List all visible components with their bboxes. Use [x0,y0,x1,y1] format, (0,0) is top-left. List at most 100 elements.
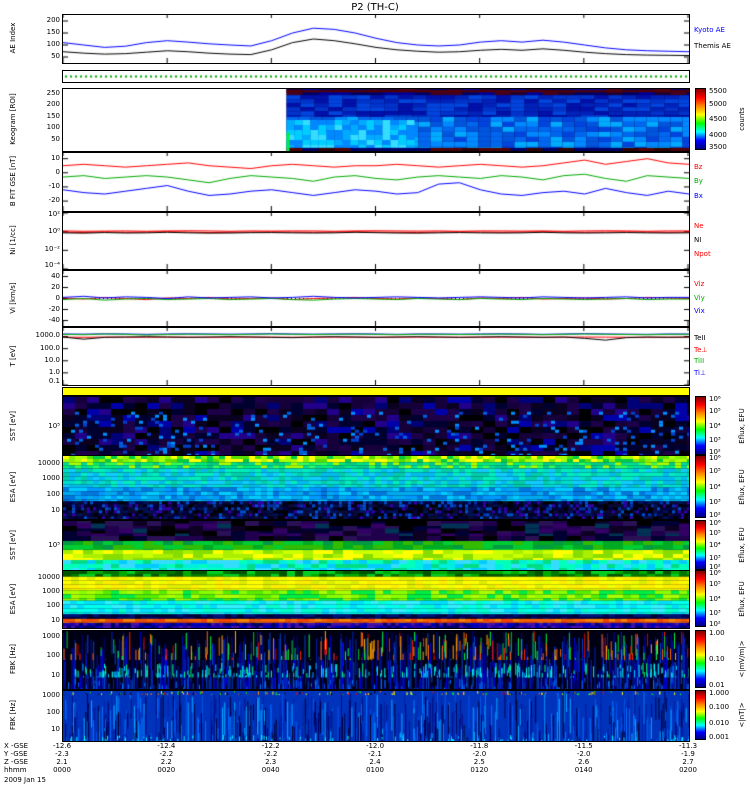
y-tick-label: -10 [48,181,60,190]
colorbar-tick-label: 10⁶ [709,569,721,577]
axis-row-label: Y -GSE [4,750,28,758]
colorbar [695,396,706,455]
colorbar-tick-label: 4000 [709,130,727,139]
y-tick-label: 1000 [42,474,60,483]
y-tick-label: 100 [46,490,60,499]
axis-tick-value: 0020 [157,766,176,774]
legend-label: Ti⊥ [694,368,707,377]
plot-canvas-ni-density [62,212,690,270]
plot-canvas-fbk-scm [62,690,690,742]
axis-tick-value: -2.2 [159,750,174,758]
y-tick-label: 10000 [37,572,60,581]
y-axis-label-fbk-scm: FBK [Hz] [9,699,17,731]
legend-label: Viz [694,279,705,288]
colorbar-tick-label: 10³ [709,608,721,617]
y-axis-label-fbk-eac: FBK [Hz] [9,643,17,675]
y-tick-label: 1000 [42,691,60,699]
y-axis-label-sst-electrons: SST [eV] [9,530,17,560]
legend-label: TiII [694,357,705,366]
axis-row-label: X -GSE [4,742,29,750]
y-tick-label: -40 [48,315,60,324]
axis-tick-value: -1.9 [681,750,695,758]
y-tick-label: 10 [51,724,60,733]
colorbar-tick-label: 10⁴ [709,594,721,603]
axis-tick-value: 2.6 [578,758,590,766]
panel-ni-density: Ni [1/cc] 10² 10⁰ 10⁻² 10⁻⁴ Ne NI Npot [0,210,750,270]
y-tick-label: 10⁵ [48,541,60,549]
axis-tick-value: 0100 [366,766,384,774]
plot-title: P2 (TH-C) [351,2,399,13]
colorbar-tick-label: 1.00 [709,629,725,637]
legend-label: Bz [694,162,703,171]
y-tick-label: 200 [46,100,60,109]
colorbar-tick-label: 10⁵ [709,406,721,415]
y-tick-label: 10² [48,210,60,218]
panel-b-fit-gse: B FIT GSE [nT] 10 0 -10 -20 Bz By Bx [0,152,750,212]
axis-tick-value: -12.4 [157,742,176,750]
colorbar-tick-label: 10² [709,511,721,519]
y-axis-label-ni-density: Ni [1/cc] [9,225,17,255]
axis-tick-value: -2.0 [472,750,487,758]
plot-canvas-keogram [62,88,690,152]
axis-tick-value: 2.3 [265,758,277,766]
colorbar [695,690,706,740]
colorbar-unit-label: <|nT|> [738,702,746,728]
legend-label: Te⊥ [694,345,708,354]
panel-stack: AE Index 200 150 100 50 Kyoto AE Themis AE Keog… [0,14,750,742]
legend-label: Bx [694,191,703,200]
y-tick-label: 10⁻⁴ [44,261,60,269]
axis-tick-value: 0000 [53,766,71,774]
plot-canvas-mode-bar [62,387,690,396]
axis-tick-value: 2.7 [682,758,694,766]
colorbar-tick-label: 4500 [709,115,727,123]
panel-fbk-scm: FBK [Hz] 1000 100 10 1.000 0.100 0.010 0.001 <|n… [0,689,750,742]
y-tick-label: 1000 [42,587,60,596]
y-tick-label: 150 [46,28,60,36]
plot-canvas-fbk-eac [62,630,690,690]
y-tick-label: 100 [46,123,60,132]
plot-canvas-roi-flags [62,70,690,83]
axis-tick-value: -11.5 [574,742,593,750]
colorbar-tick-label: 10⁵ [709,528,721,537]
axis-tick-value: -2.0 [576,750,591,758]
y-axis-label-keogram: Keogram [ROI] [9,93,17,145]
y-tick-label: 100 [46,707,60,716]
axis-tick-value: 0120 [470,766,489,774]
y-tick-label: 10 [51,615,60,624]
plot-canvas-esa-electrons [62,570,690,629]
y-axis-label-esa-ions: ESA [eV] [9,471,17,502]
y-tick-label: 10 [51,505,60,514]
colorbar-tick-label: 5000 [709,99,727,108]
colorbar-tick-label: 10⁶ [709,519,721,527]
plot-canvas-temperature [62,327,690,386]
colorbar-unit-label: <|mV/m|> [738,640,746,678]
date-label: 2009 Jan 15 [4,776,46,784]
axis-tick-value: -2.3 [55,750,69,758]
panel-keogram: Keogram [ROI] 250 200 150 100 50 5500 5000 4500 4… [0,87,750,152]
legend-label: Npot [694,250,711,258]
y-axis-label-vi-gse: Vi [km/s] [9,281,17,314]
colorbar [695,630,706,688]
axis-tick-value: -11.8 [470,742,489,750]
legend-label: By [694,177,703,185]
colorbar-tick-label: 0.01 [709,681,725,689]
axis-tick-value: -12.6 [52,742,72,750]
y-tick-label: -20 [48,304,60,313]
axis-row-label: hhmm [4,766,27,774]
y-tick-label: 0 [55,293,60,302]
plot-canvas-ae-index [62,14,690,64]
axis-tick-value: 2.4 [369,758,381,766]
colorbar [695,88,706,150]
y-tick-label: 10.0 [44,355,60,364]
y-tick-label: 40 [51,271,60,280]
y-axis-label-ae-index: AE Index [9,22,17,54]
y-tick-label: 150 [46,111,60,120]
colorbar-tick-label: 0.001 [709,733,730,741]
y-tick-label: 1000 [42,631,60,640]
panel-roi-flags [0,70,750,83]
bottom-axis: 2009 Jan 15 X -GSE -12.6 -12.4 -12.2 -12.0 -1… [0,742,750,798]
colorbar-tick-label: 10² [709,620,721,628]
colorbar-tick-label: 10³ [709,498,721,507]
plot-canvas-sst-electrons [62,520,690,572]
